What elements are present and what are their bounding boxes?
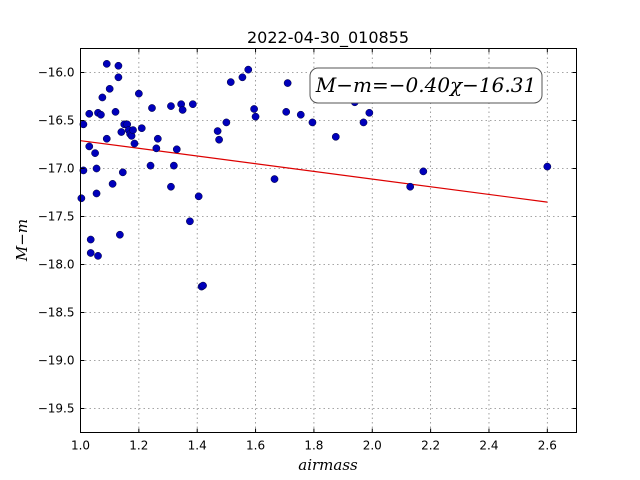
data-point xyxy=(102,60,111,68)
y-axis-label: M−m xyxy=(13,219,31,262)
data-point xyxy=(148,104,156,112)
data-point xyxy=(108,180,117,188)
x-tick-label: 2.0 xyxy=(363,439,382,453)
chart-title: 2022-04-30_010855 xyxy=(247,28,409,48)
data-points xyxy=(77,60,552,291)
data-point xyxy=(215,135,223,144)
data-point xyxy=(130,139,139,148)
y-tick-label: −17.5 xyxy=(38,210,75,224)
data-point xyxy=(98,93,107,102)
data-point xyxy=(129,126,137,134)
data-point xyxy=(94,252,102,260)
data-point xyxy=(194,192,203,201)
data-point xyxy=(244,65,253,74)
y-tick-label: −19.0 xyxy=(38,354,75,368)
annotation-frame xyxy=(309,67,543,104)
data-point xyxy=(153,134,162,143)
y-tick-label: −16.0 xyxy=(38,66,75,80)
y-tick-label: −18.5 xyxy=(38,306,75,320)
data-point xyxy=(359,118,368,127)
data-point xyxy=(85,109,94,118)
data-point xyxy=(188,100,197,109)
data-point xyxy=(114,61,123,70)
data-point xyxy=(406,182,415,191)
data-point xyxy=(419,167,428,176)
data-point xyxy=(250,105,258,113)
data-point xyxy=(167,182,175,191)
data-point xyxy=(199,281,207,290)
data-point xyxy=(238,73,247,82)
data-point xyxy=(92,164,101,173)
data-point xyxy=(114,73,123,82)
data-point xyxy=(116,230,124,239)
data-point xyxy=(213,127,222,135)
data-point xyxy=(118,168,127,177)
data-point xyxy=(92,189,101,198)
data-point xyxy=(283,79,292,87)
x-tick-label: 2.2 xyxy=(421,439,440,453)
axis-ticks: 1.0 1.2 1.4 1.6 1.8 2.0 2.2 2.4 2.6 −16.0 −16.5 −17… xyxy=(38,48,577,453)
y-tick-label: −19.5 xyxy=(38,402,75,416)
data-point xyxy=(186,217,194,226)
data-point xyxy=(86,235,95,244)
x-tick-label: 1.0 xyxy=(71,439,90,453)
data-point xyxy=(308,118,317,127)
y-tick-label: −16.5 xyxy=(38,114,75,128)
data-point xyxy=(152,144,161,153)
x-tick-label: 2.6 xyxy=(538,439,557,453)
data-point xyxy=(222,118,231,127)
x-tick-label: 2.4 xyxy=(479,439,498,453)
data-point xyxy=(170,161,178,170)
data-point xyxy=(91,149,99,157)
y-tick-label: −18.0 xyxy=(38,258,75,272)
data-point xyxy=(77,194,86,203)
data-point xyxy=(167,102,175,110)
x-tick-label: 1.2 xyxy=(129,439,148,453)
data-point xyxy=(331,132,340,141)
data-point xyxy=(137,124,146,133)
fit-equation-label: M−m=−0.40χ−16.31 xyxy=(315,73,536,97)
data-point xyxy=(282,108,291,116)
data-point xyxy=(172,145,181,154)
plot-area-frame xyxy=(80,48,577,433)
data-point xyxy=(226,78,235,86)
data-point xyxy=(146,161,155,170)
data-point xyxy=(86,249,95,257)
data-point xyxy=(85,142,94,151)
x-tick-label: 1.6 xyxy=(246,439,265,453)
x-tick-label: 1.4 xyxy=(188,439,207,453)
data-point xyxy=(105,84,114,93)
y-tick-label: −17.0 xyxy=(38,162,75,176)
data-point xyxy=(178,106,187,114)
data-point xyxy=(270,175,279,183)
x-axis-label: airmass xyxy=(298,456,358,474)
data-point xyxy=(296,110,305,119)
x-tick-label: 1.8 xyxy=(304,439,323,453)
data-point xyxy=(365,108,374,117)
data-point xyxy=(111,108,120,116)
data-point xyxy=(251,112,260,121)
annotation-box: M−m=−0.40χ−16.31 xyxy=(309,67,543,104)
data-point xyxy=(97,110,105,119)
data-point xyxy=(102,134,111,143)
data-point xyxy=(135,89,143,98)
data-point xyxy=(117,128,126,136)
data-point xyxy=(543,162,552,171)
